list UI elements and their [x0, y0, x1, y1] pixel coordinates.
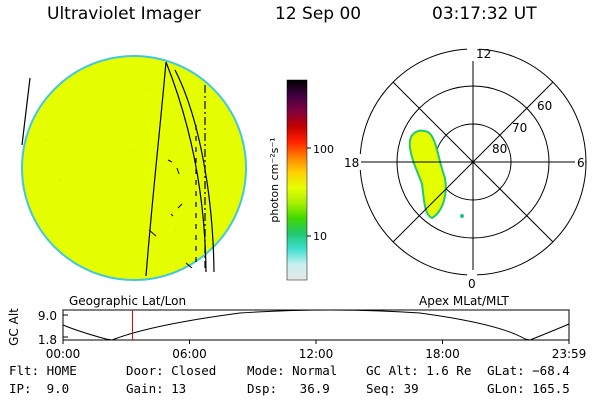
status-flight: Flt: HOME: [9, 363, 77, 378]
status-door: Door: Closed: [126, 363, 217, 378]
altitude-xtick-0000: 00:00: [46, 347, 81, 361]
altitude-ytick-high: 9.0: [38, 309, 57, 323]
mlat-label-60: 60: [537, 99, 552, 113]
mlt-label-bg-left: [343, 154, 361, 170]
mlat-label-70: 70: [512, 121, 527, 135]
altitude-xtick-0600: 06:00: [172, 347, 207, 361]
altitude-ylabel: GC Alt: [7, 308, 21, 346]
geo-coastline-fragments: [148, 159, 193, 269]
mlt-label-18: 18: [344, 156, 359, 170]
altitude-plot-frame: [62, 309, 570, 341]
altitude-plot: 9.0 1.8 GC Alt 00:00 06:00 12:00 18:00 2…: [7, 308, 586, 361]
aurora-oval: [408, 129, 464, 220]
altitude-xtick-2359: 23:59: [552, 347, 587, 361]
status-glon: GLon: 165.5: [487, 381, 570, 396]
polar-meridian-lines: [360, 49, 586, 275]
colorbar-unit-label: photon cm⁻²s⁻¹: [268, 137, 281, 222]
status-dsp: Dsp: 36.9: [247, 381, 330, 396]
mlt-label-0: 0: [468, 277, 476, 291]
polar-plot: 12 0 18 6 60 70 80: [343, 47, 587, 291]
geo-grid-lines: [21, 61, 215, 277]
date-label: 12 Sep 00: [275, 4, 362, 24]
altitude-xtick-1200: 12:00: [299, 347, 334, 361]
mlt-label-6: 6: [577, 156, 585, 170]
mlt-label-bg-bottom: [467, 270, 477, 284]
geographic-image: [21, 55, 247, 281]
colorbar-tick-100: 100: [313, 143, 334, 156]
altitude-curve: [62, 309, 570, 341]
colorbar: 100 10 photon cm⁻²s⁻¹: [268, 79, 334, 281]
colorbar-tick-10: 10: [313, 230, 327, 243]
status-mode: Mode: Normal: [247, 363, 338, 378]
polar-caption: Apex MLat/MLT: [419, 294, 509, 308]
status-glat: GLat: −68.4: [487, 363, 570, 378]
status-ip: IP: 9.0: [9, 381, 70, 396]
mlat-label-80: 80: [492, 142, 507, 156]
time-label: 03:17:32 UT: [432, 4, 537, 24]
mlt-label-bg-right: [575, 154, 585, 170]
mlt-label-12: 12: [476, 47, 491, 61]
status-gain: Gain: 13: [126, 381, 187, 396]
geographic-caption: Geographic Lat/Lon: [69, 294, 186, 308]
earth-disk: [21, 55, 247, 281]
mlt-label-bg-top: [467, 47, 479, 61]
altitude-ytick-low: 1.8: [38, 333, 57, 347]
status-gc-alt: GC Alt: 1.6 Re: [366, 363, 472, 378]
instrument-title: Ultraviolet Imager: [47, 4, 201, 24]
status-seq: Seq: 39: [366, 381, 419, 396]
altitude-xtick-1800: 18:00: [425, 347, 460, 361]
altitude-xticks: [62, 340, 570, 344]
